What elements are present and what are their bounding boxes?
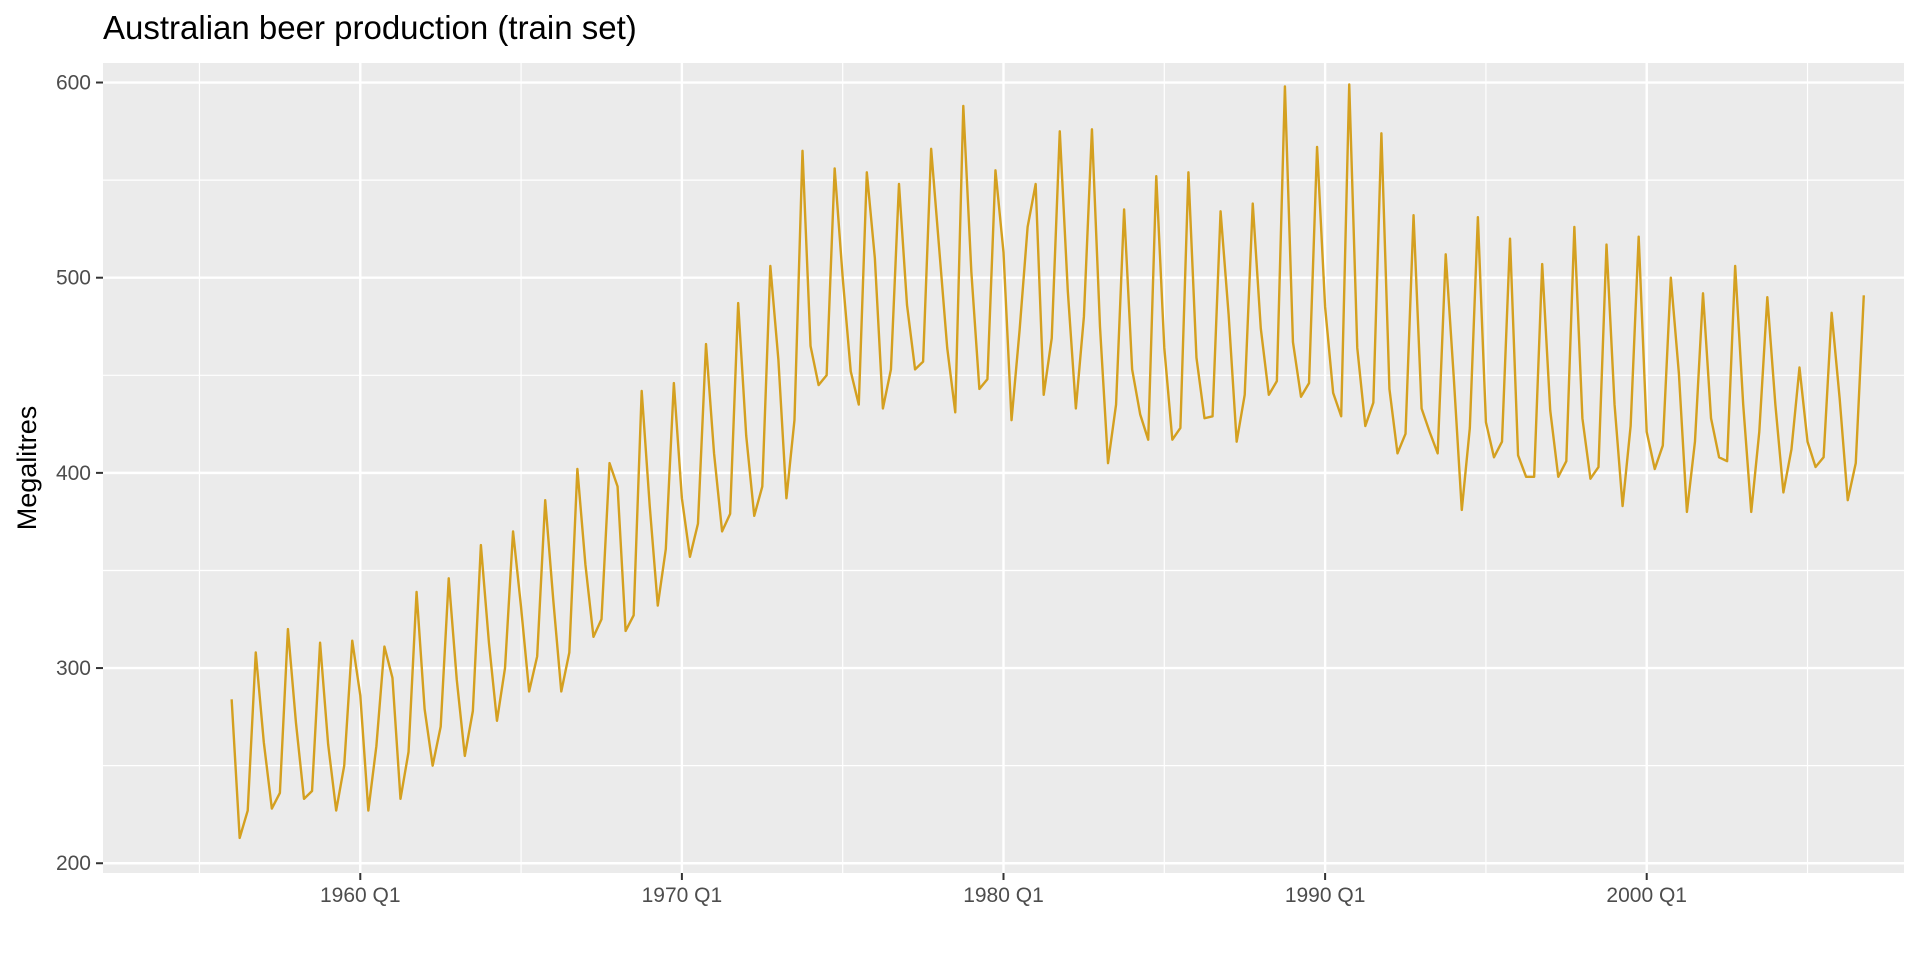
y-tick-label: 200 (56, 852, 91, 875)
x-tick-label: 1980 Q1 (963, 884, 1044, 907)
x-tick-label: 1970 Q1 (642, 884, 723, 907)
y-tick-label: 500 (56, 267, 91, 290)
x-axis: 1960 Q1 1970 Q1 1980 Q1 1990 Q1 2000 Q1 (320, 873, 1687, 907)
series-line (230, 83, 1865, 840)
y-tick-label: 400 (56, 462, 91, 485)
major-gridlines (103, 63, 1904, 873)
y-tick-label: 600 (56, 72, 91, 95)
y-axis-label: Megalitres (12, 406, 42, 531)
x-tick-label: 2000 Q1 (1606, 884, 1687, 907)
chart-title: Australian beer production (train set) (103, 9, 637, 46)
x-tick-label: 1990 Q1 (1285, 884, 1366, 907)
y-tick-label: 300 (56, 657, 91, 680)
y-axis: 200 300 400 500 600 (56, 72, 103, 875)
x-tick-label: 1960 Q1 (320, 884, 401, 907)
